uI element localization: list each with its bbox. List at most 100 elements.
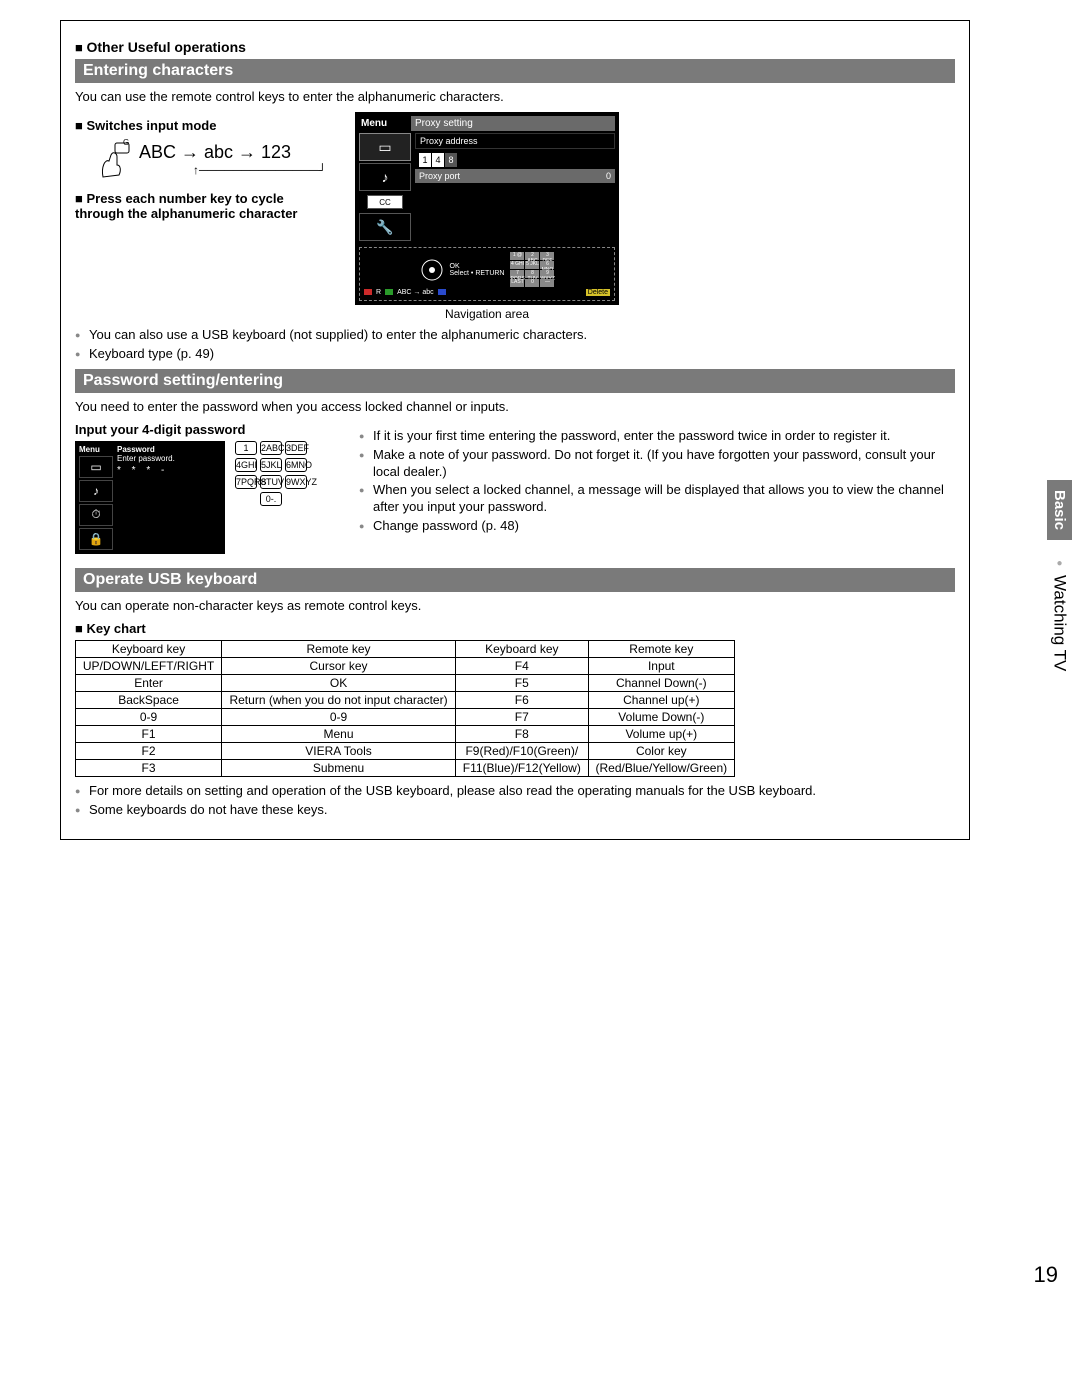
table-cell: F2 xyxy=(76,742,222,759)
keypad-key: 8TUV xyxy=(260,475,282,489)
tv-menu-label: Menu xyxy=(359,116,411,131)
table-cell: F9(Red)/F10(Green)/ xyxy=(455,742,588,759)
table-cell: UP/DOWN/LEFT/RIGHT xyxy=(76,657,222,674)
keypad-key: 7PQRS xyxy=(235,475,257,489)
mode-sequence: ABC → abc → 123 xyxy=(139,142,327,163)
nav-keypad-key: 1 @ xyxy=(510,252,524,260)
entering-notes: You can also use a USB keyboard (not sup… xyxy=(75,327,955,363)
table-row: BackSpaceReturn (when you do not input c… xyxy=(76,691,735,708)
table-cell: F7 xyxy=(455,708,588,725)
nav-keypad-key: 5 JKL xyxy=(525,261,539,269)
nav-caption: Navigation area xyxy=(355,307,619,321)
tv-icon-cc: CC xyxy=(367,195,403,209)
pw-dots: * * * - xyxy=(117,465,221,476)
nav-keypad-key: 0 xyxy=(525,279,539,287)
tv-nav-area: OK Select • RETURN 1 @2 ABC3 DEF4 GHI5 J… xyxy=(359,247,615,301)
pw-note-1: If it is your first time entering the pa… xyxy=(359,428,955,445)
bar-password: Password setting/entering xyxy=(75,369,955,393)
keypad-key: 2ABC xyxy=(260,441,282,455)
bar-usb: Operate USB keyboard xyxy=(75,568,955,592)
keypad-key: 0-. xyxy=(260,492,282,506)
table-cell: (Red/Blue/Yellow/Green) xyxy=(588,759,734,776)
tv-digit-1: 1 xyxy=(419,153,431,167)
color-blue-icon xyxy=(438,289,446,295)
mode-diagram: G ABC → abc → 123 ↑──────────────┘ xyxy=(99,137,335,181)
keypad-key: 5JKL xyxy=(260,458,282,472)
keychart-table: Keyboard key Remote key Keyboard key Rem… xyxy=(75,640,735,777)
tv-digit-2: 4 xyxy=(432,153,444,167)
tv-proxy-address-label: Proxy address xyxy=(415,133,615,149)
password-row: Input your 4-digit password Menu Passwor… xyxy=(75,422,955,554)
table-cell: F8 xyxy=(455,725,588,742)
pw-note-3: When you select a locked channel, a mess… xyxy=(359,482,955,516)
entering-left: Switches input mode G ABC → abc → 123 ↑─… xyxy=(75,112,335,321)
tv-icon-picture: ▭ xyxy=(359,133,411,161)
pw-icon-lock: 🔒 xyxy=(79,528,113,550)
table-cell: Cursor key xyxy=(222,657,456,674)
pw-note-4: Change password (p. 48) xyxy=(359,518,955,535)
tab-watching: Watching TV xyxy=(1050,558,1070,671)
usb-note-2: Some keyboards do not have these keys. xyxy=(75,802,955,819)
table-cell: 0-9 xyxy=(222,708,456,725)
table-cell: Enter xyxy=(76,674,222,691)
dpad-icon xyxy=(420,258,444,282)
tv-mock-wrap: Menu Proxy setting ▭ ♪ CC 🔧 Proxy addres… xyxy=(355,112,619,321)
side-tab: Basic Watching TV xyxy=(1047,480,1072,671)
table-cell: 0-9 xyxy=(76,708,222,725)
usb-notes: For more details on setting and operatio… xyxy=(75,783,955,819)
tv-port-label: Proxy port xyxy=(419,171,460,181)
nav-keypad-key: 9 WXYZ xyxy=(540,270,554,278)
password-notes: If it is your first time entering the pa… xyxy=(359,428,955,537)
tv-r: R xyxy=(376,289,381,296)
pw-icon-timer: ⏱ xyxy=(79,504,113,526)
page-number: 19 xyxy=(1034,1262,1058,1288)
entering-note-2: Keyboard type (p. 49) xyxy=(75,346,955,363)
switches-title: Switches input mode xyxy=(75,118,335,133)
entering-intro: You can use the remote control keys to e… xyxy=(75,89,955,104)
mode-loop: ↑──────────────┘ xyxy=(193,163,327,177)
kc-h4: Remote key xyxy=(588,640,734,657)
usb-note-1: For more details on setting and operatio… xyxy=(75,783,955,800)
table-cell: Submenu xyxy=(222,759,456,776)
usb-intro: You can operate non-character keys as re… xyxy=(75,598,955,613)
keypad-key xyxy=(235,492,257,506)
tv-port-value: 0 xyxy=(606,171,611,181)
nav-keypad-key: 4 GHI xyxy=(510,261,524,269)
color-yellow-icon xyxy=(574,289,582,295)
table-row: UP/DOWN/LEFT/RIGHTCursor keyF4Input xyxy=(76,657,735,674)
tv-delete: Delete xyxy=(586,289,610,296)
tv-select: Select xyxy=(450,270,469,277)
table-cell: Volume Down(-) xyxy=(588,708,734,725)
nav-keypad-key: 3 DEF xyxy=(540,252,554,260)
tv-screen: Menu Proxy setting ▭ ♪ CC 🔧 Proxy addres… xyxy=(355,112,619,305)
tab-basic: Basic xyxy=(1047,480,1072,540)
tv-ok: OK xyxy=(450,263,460,270)
keypad-key: 9WXYZ xyxy=(285,475,307,489)
keypad-key: 1 xyxy=(235,441,257,455)
nav-keypad-key: LAST xyxy=(510,279,524,287)
table-row: 0-90-9F7Volume Down(-) xyxy=(76,708,735,725)
pw-title: Password xyxy=(117,445,155,454)
table-row: F3SubmenuF11(Blue)/F12(Yellow)(Red/Blue/… xyxy=(76,759,735,776)
table-row: F2VIERA ToolsF9(Red)/F10(Green)/Color ke… xyxy=(76,742,735,759)
pw-icon-audio: ♪ xyxy=(79,480,113,502)
table-cell: Channel up(+) xyxy=(588,691,734,708)
tv-keypad: 1 @2 ABC3 DEF4 GHI5 JKL6 MNO7 PQRS8 TUV9… xyxy=(510,252,554,287)
entering-row: Switches input mode G ABC → abc → 123 ↑─… xyxy=(75,112,955,321)
color-red-icon xyxy=(364,289,372,295)
nav-keypad-key: 8 TUV xyxy=(525,270,539,278)
table-row: F1MenuF8Volume up(+) xyxy=(76,725,735,742)
keypad-key: 4GHI xyxy=(235,458,257,472)
pw-note-2: Make a note of your password. Do not for… xyxy=(359,447,955,481)
table-cell: Input xyxy=(588,657,734,674)
pw-enter: Enter password. xyxy=(117,454,221,463)
page-frame: Other Useful operations Entering charact… xyxy=(60,20,970,840)
keypad-key: 3DEF xyxy=(285,441,307,455)
table-cell: F11(Blue)/F12(Yellow) xyxy=(455,759,588,776)
keychart-body: UP/DOWN/LEFT/RIGHTCursor keyF4InputEnter… xyxy=(76,657,735,776)
press-each-title: Press each number key to cycle through t… xyxy=(75,191,335,221)
section-other-useful: Other Useful operations xyxy=(75,39,955,55)
password-input-title: Input your 4-digit password xyxy=(75,422,345,437)
table-cell: F3 xyxy=(76,759,222,776)
tv-icon-audio: ♪ xyxy=(359,163,411,191)
